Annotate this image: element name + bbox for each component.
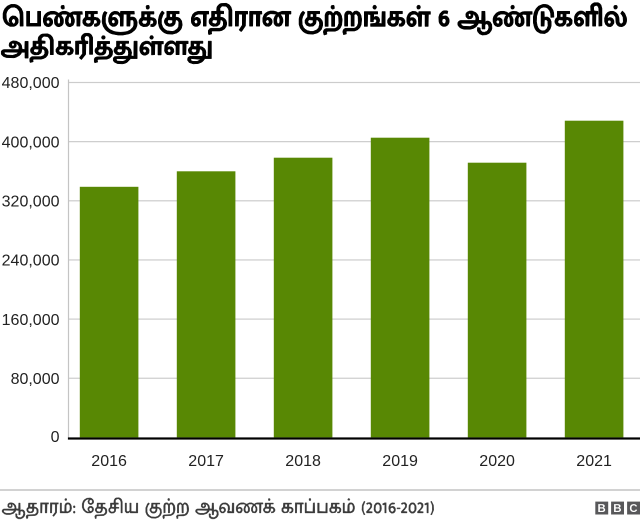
svg-text:2020: 2020 xyxy=(479,453,515,470)
svg-text:80,000: 80,000 xyxy=(11,371,60,388)
svg-text:2021: 2021 xyxy=(576,453,612,470)
svg-text:320,000: 320,000 xyxy=(2,194,60,211)
svg-text:480,000: 480,000 xyxy=(2,75,60,92)
svg-text:240,000: 240,000 xyxy=(2,253,60,270)
svg-text:2018: 2018 xyxy=(285,453,321,470)
svg-text:2019: 2019 xyxy=(382,453,418,470)
svg-text:400,000: 400,000 xyxy=(2,134,60,151)
svg-text:160,000: 160,000 xyxy=(2,312,60,329)
svg-text:2016: 2016 xyxy=(91,453,127,470)
svg-text:2017: 2017 xyxy=(188,453,224,470)
svg-text:0: 0 xyxy=(51,429,60,446)
